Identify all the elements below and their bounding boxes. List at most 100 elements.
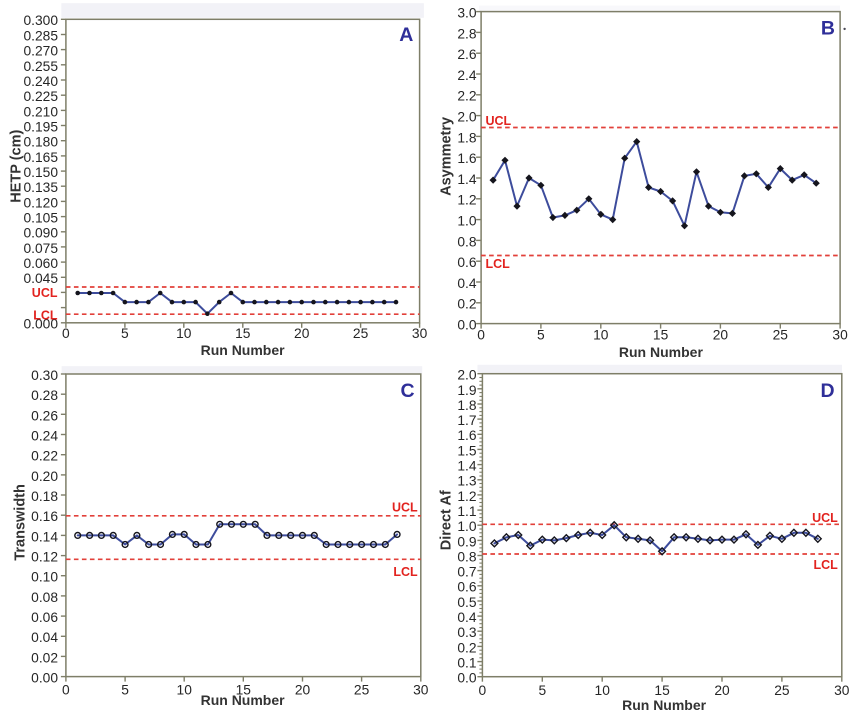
svg-text:0.14: 0.14 bbox=[31, 529, 58, 544]
svg-text:0.16: 0.16 bbox=[31, 509, 58, 524]
svg-text:0.3: 0.3 bbox=[457, 625, 477, 640]
svg-text:1.9: 1.9 bbox=[457, 383, 477, 398]
svg-text:0.285: 0.285 bbox=[23, 28, 58, 43]
svg-text:5: 5 bbox=[537, 328, 545, 343]
svg-text:C: C bbox=[400, 380, 414, 402]
svg-text:HETP (cm): HETP (cm) bbox=[8, 130, 24, 203]
svg-text:0.210: 0.210 bbox=[23, 104, 58, 119]
svg-text:0.6: 0.6 bbox=[457, 580, 477, 595]
svg-text:0.300: 0.300 bbox=[23, 13, 58, 28]
svg-text:25: 25 bbox=[354, 683, 370, 698]
svg-text:0.090: 0.090 bbox=[23, 226, 58, 241]
svg-text:1.3: 1.3 bbox=[457, 474, 477, 489]
svg-text:LCL: LCL bbox=[393, 565, 418, 579]
svg-text:0.26: 0.26 bbox=[31, 408, 58, 423]
svg-text:UCL: UCL bbox=[32, 286, 58, 300]
svg-text:UCL: UCL bbox=[486, 114, 512, 128]
svg-text:0.12: 0.12 bbox=[31, 550, 58, 565]
svg-text:LCL: LCL bbox=[486, 257, 511, 271]
svg-text:2.2: 2.2 bbox=[457, 89, 476, 104]
svg-text:1.6: 1.6 bbox=[457, 151, 477, 166]
svg-text:15: 15 bbox=[654, 683, 670, 698]
svg-text:0.0: 0.0 bbox=[457, 318, 477, 333]
svg-text:0.195: 0.195 bbox=[23, 120, 58, 135]
svg-text:10: 10 bbox=[593, 328, 609, 343]
svg-text:3.0: 3.0 bbox=[457, 6, 477, 21]
svg-text:20: 20 bbox=[714, 683, 730, 698]
svg-text:0.10: 0.10 bbox=[31, 570, 58, 585]
svg-text:0: 0 bbox=[62, 683, 70, 698]
svg-text:1.1: 1.1 bbox=[457, 504, 476, 519]
svg-text:2.0: 2.0 bbox=[457, 110, 477, 125]
svg-text:0.8: 0.8 bbox=[457, 549, 477, 564]
svg-text:UCL: UCL bbox=[812, 511, 838, 525]
svg-text:0.150: 0.150 bbox=[23, 165, 58, 180]
svg-text:0.4: 0.4 bbox=[457, 276, 477, 291]
svg-text:0.24: 0.24 bbox=[31, 429, 58, 444]
svg-text:25: 25 bbox=[773, 328, 789, 343]
svg-text:30: 30 bbox=[834, 683, 850, 698]
svg-text:0.1: 0.1 bbox=[457, 656, 476, 671]
svg-text:Asymmetry: Asymmetry bbox=[439, 117, 455, 196]
svg-text:0.180: 0.180 bbox=[23, 135, 58, 150]
svg-text:1.8: 1.8 bbox=[457, 130, 477, 145]
svg-text:20: 20 bbox=[295, 683, 311, 698]
svg-text:20: 20 bbox=[294, 326, 310, 341]
svg-text:0.28: 0.28 bbox=[31, 388, 58, 403]
svg-text:1.2: 1.2 bbox=[457, 489, 476, 504]
svg-text:0.7: 0.7 bbox=[457, 565, 476, 580]
svg-text:10: 10 bbox=[177, 683, 193, 698]
svg-text:1.8: 1.8 bbox=[457, 398, 477, 413]
svg-text:5: 5 bbox=[538, 683, 546, 698]
svg-text:1.4: 1.4 bbox=[457, 459, 477, 474]
svg-text:0.0: 0.0 bbox=[457, 671, 477, 686]
svg-text:0.075: 0.075 bbox=[23, 241, 58, 256]
svg-text:LCL: LCL bbox=[33, 309, 58, 323]
svg-text:0.270: 0.270 bbox=[23, 44, 58, 59]
svg-text:1.6: 1.6 bbox=[457, 428, 477, 443]
svg-text:0.135: 0.135 bbox=[23, 180, 58, 195]
svg-text:0.105: 0.105 bbox=[23, 211, 58, 226]
svg-text:Run Number: Run Number bbox=[619, 344, 704, 360]
svg-text:1.0: 1.0 bbox=[457, 214, 477, 229]
svg-text:B: B bbox=[821, 17, 835, 39]
svg-text:0: 0 bbox=[479, 683, 487, 698]
svg-text:1.4: 1.4 bbox=[457, 172, 477, 187]
svg-text:LCL: LCL bbox=[813, 558, 838, 572]
svg-text:Direct Af: Direct Af bbox=[439, 490, 455, 550]
svg-text:25: 25 bbox=[774, 683, 790, 698]
svg-text:0: 0 bbox=[62, 326, 70, 341]
svg-text:0.240: 0.240 bbox=[23, 74, 58, 89]
svg-text:30: 30 bbox=[832, 328, 848, 343]
svg-text:0.165: 0.165 bbox=[23, 150, 58, 165]
svg-text:0.00: 0.00 bbox=[31, 671, 58, 686]
svg-text:0.4: 0.4 bbox=[457, 610, 477, 625]
svg-text:15: 15 bbox=[235, 326, 251, 341]
svg-text:0.5: 0.5 bbox=[457, 595, 477, 610]
svg-text:1.2: 1.2 bbox=[457, 193, 476, 208]
svg-text:10: 10 bbox=[176, 326, 192, 341]
svg-text:2.0: 2.0 bbox=[457, 368, 477, 383]
svg-text:Run Number: Run Number bbox=[622, 697, 707, 713]
svg-text:0.06: 0.06 bbox=[31, 610, 58, 625]
svg-text:0.255: 0.255 bbox=[23, 59, 58, 74]
svg-text:10: 10 bbox=[595, 683, 611, 698]
svg-text:1.0: 1.0 bbox=[457, 519, 477, 534]
svg-text:2.8: 2.8 bbox=[457, 26, 477, 41]
svg-text:2.4: 2.4 bbox=[457, 68, 477, 83]
svg-text:0.8: 0.8 bbox=[457, 234, 477, 249]
svg-text:0.18: 0.18 bbox=[31, 489, 58, 504]
svg-text:0: 0 bbox=[477, 328, 485, 343]
svg-text:0.225: 0.225 bbox=[23, 89, 58, 104]
svg-text:0.2: 0.2 bbox=[457, 297, 476, 312]
svg-text:0.045: 0.045 bbox=[23, 271, 58, 286]
svg-text:0.20: 0.20 bbox=[31, 469, 58, 484]
svg-text:30: 30 bbox=[413, 683, 429, 698]
svg-text:A: A bbox=[399, 24, 413, 46]
svg-text:D: D bbox=[821, 380, 835, 402]
svg-text:UCL: UCL bbox=[392, 501, 418, 515]
svg-text:5: 5 bbox=[121, 683, 129, 698]
svg-text:Run Number: Run Number bbox=[201, 692, 286, 708]
svg-text:20: 20 bbox=[713, 328, 729, 343]
svg-text:5: 5 bbox=[121, 326, 129, 341]
